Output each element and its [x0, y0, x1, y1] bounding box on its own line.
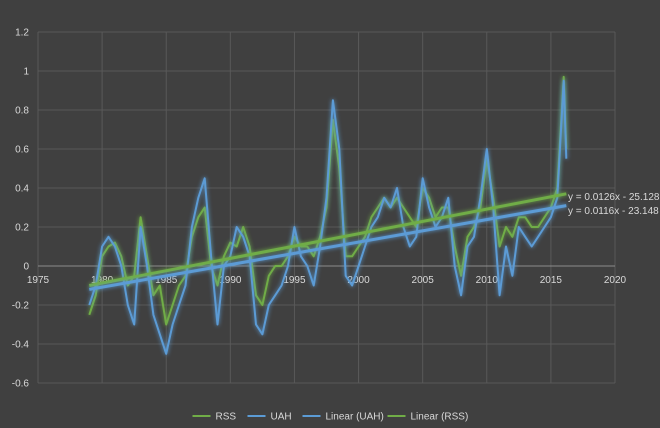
y-tick-label: 0.4: [15, 184, 29, 195]
y-tick-label: -0.4: [12, 340, 30, 351]
trendline-equation: y = 0.0126x - 25.128: [568, 192, 660, 203]
y-tick-label: 0: [23, 262, 29, 273]
x-tick-label: 2020: [604, 275, 627, 286]
x-tick-label: 2010: [476, 275, 499, 286]
y-tick-label: 0.8: [15, 106, 29, 117]
y-tick-label: 1: [23, 67, 29, 78]
series-line-linear-rss: [89, 192, 567, 287]
x-tick-label: 1980: [91, 275, 114, 286]
x-tick-label: 2000: [347, 275, 370, 286]
x-tick-label: 1985: [155, 275, 178, 286]
series-line-uah: [88, 79, 568, 355]
legend-label: UAH: [271, 412, 292, 423]
trendline-equation: y = 0.0116x - 23.148: [568, 206, 659, 217]
series-line-rss: [88, 75, 568, 326]
x-tick-label: 1990: [219, 275, 242, 286]
legend-label: RSS: [216, 412, 237, 423]
legend-label: Linear (RSS): [411, 412, 469, 423]
x-tick-label: 2015: [540, 275, 563, 286]
y-tick-label: -0.6: [12, 379, 30, 390]
legend-label: Linear (UAH): [326, 412, 384, 423]
series-line-linear-uah: [89, 204, 567, 291]
y-tick-label: 0.6: [15, 145, 29, 156]
y-tick-label: -0.2: [12, 301, 30, 312]
x-tick-label: 1995: [283, 275, 306, 286]
y-tick-label: 1.2: [15, 28, 29, 39]
x-tick-label: 1975: [27, 275, 50, 286]
x-tick-label: 2005: [412, 275, 435, 286]
y-tick-label: 0.2: [15, 223, 29, 234]
